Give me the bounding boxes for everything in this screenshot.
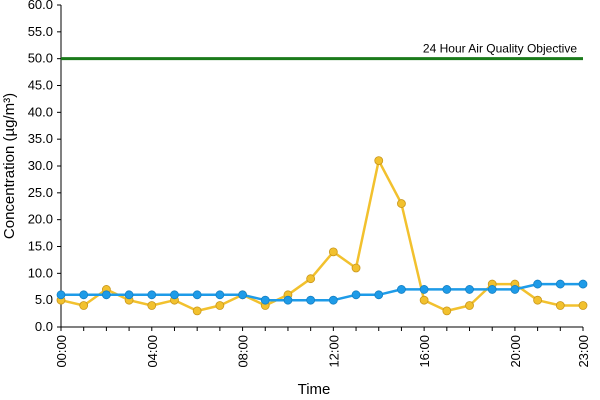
- series-2-point: [578, 279, 588, 289]
- series-2-point: [397, 285, 406, 294]
- y-tick-label: 35.0: [28, 131, 53, 146]
- series-1-point: [328, 247, 338, 257]
- x-tick-label: 12:00: [326, 335, 341, 368]
- x-axis-ticks: 00:00 04:00 08:00 12:00 16:00 20:00 23:00: [54, 327, 591, 368]
- series-1-point: [397, 199, 406, 208]
- series-2-point: [124, 290, 134, 300]
- series-layer: [56, 156, 588, 316]
- x-tick-label: 23:00: [576, 335, 591, 368]
- series-1-point: [192, 306, 202, 316]
- series-2-point: [215, 290, 225, 300]
- series-2-point: [283, 295, 293, 305]
- y-tick-label: 5.0: [35, 292, 53, 307]
- series-2-point: [419, 285, 429, 294]
- y-tick-label: 0.0: [35, 319, 53, 334]
- y-tick-label: 40.0: [28, 104, 53, 119]
- series-2-point: [147, 290, 157, 300]
- x-tick-label: 00:00: [54, 335, 69, 368]
- y-tick-label: 60.0: [28, 0, 53, 12]
- series-2-point: [170, 290, 179, 300]
- series-2-point: [192, 290, 202, 300]
- series-1-point: [147, 301, 157, 310]
- series-1-point: [578, 301, 588, 310]
- y-axis-title: Concentration (µg/m³): [1, 93, 18, 239]
- y-tick-label: 30.0: [28, 158, 53, 173]
- y-tick-label: 50.0: [28, 51, 53, 66]
- series-1-point: [555, 301, 565, 310]
- x-tick-label: 16:00: [417, 335, 432, 368]
- series-2-point: [101, 290, 111, 300]
- series-2-point: [510, 285, 520, 294]
- x-axis-title: Time: [298, 381, 331, 398]
- x-tick-label: 04:00: [145, 335, 160, 368]
- series-2-point: [328, 295, 338, 305]
- series-2-point: [56, 290, 66, 300]
- series-2-point: [238, 290, 247, 300]
- y-tick-label: 10.0: [28, 265, 53, 280]
- y-tick-label: 55.0: [28, 24, 53, 39]
- series-1-point: [374, 156, 384, 166]
- series-2-point: [465, 285, 474, 294]
- series-2-line: [61, 282, 583, 302]
- series-2-point: [260, 295, 270, 305]
- series-2-point: [555, 279, 565, 289]
- y-axis-ticks: 0.0 5.0 10.0 15.0 20.0 25.0 30.0 35.0 40.0 45.0 50…: [28, 0, 61, 334]
- y-tick-label: 25.0: [28, 185, 53, 200]
- reference-line-group: 24 Hour Air Quality Objective: [61, 42, 583, 61]
- air-quality-objective-label: 24 Hour Air Quality Objective: [423, 42, 577, 56]
- series-2-point: [306, 295, 316, 305]
- y-tick-label: 15.0: [28, 239, 53, 254]
- y-tick-label: 20.0: [28, 212, 53, 227]
- series-1-point: [351, 263, 361, 273]
- series-2: [56, 279, 588, 305]
- series-1-point: [306, 274, 316, 284]
- series-2-point: [533, 279, 543, 289]
- series-2-point: [442, 285, 452, 294]
- series-1-point: [533, 295, 543, 305]
- series-1-point: [465, 301, 474, 310]
- series-2-point: [487, 285, 497, 294]
- x-tick-label: 20:00: [508, 335, 523, 368]
- x-tick-label: 08:00: [236, 335, 251, 368]
- series-2-point: [374, 290, 384, 300]
- series-1-point: [79, 301, 89, 310]
- y-tick-label: 45.0: [28, 78, 53, 93]
- series-2-point: [351, 290, 361, 300]
- series-1-point: [419, 295, 429, 305]
- series-1-point: [442, 306, 452, 316]
- series-1-point: [215, 301, 225, 310]
- series-1: [56, 156, 588, 316]
- series-2-point: [79, 290, 89, 300]
